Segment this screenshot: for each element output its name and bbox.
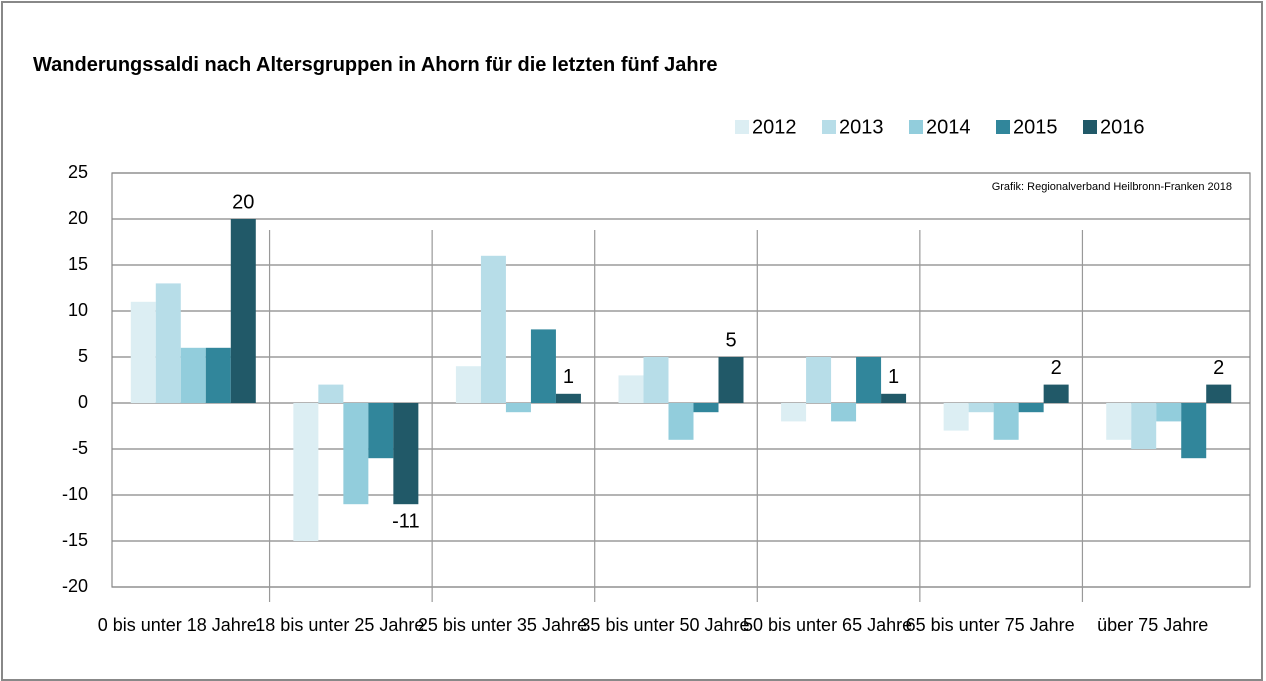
bar [205,347,231,403]
bar [343,403,369,505]
bar [180,347,206,403]
bar [993,403,1019,440]
bar [668,403,694,440]
legend-swatch [996,120,1010,134]
y-tick-label: 10 [68,300,88,320]
legend-label: 2016 [1100,116,1145,138]
bar [1131,403,1157,449]
data-label: 20 [232,191,254,213]
legend-label: 2012 [752,116,797,138]
y-tick-label: -20 [62,576,88,596]
data-label: -11 [392,510,419,532]
bar [943,403,969,431]
bar [856,357,882,403]
data-label: 2 [1051,357,1062,379]
bar [368,403,394,459]
legend-label: 2015 [1013,116,1058,138]
data-label: 2 [1213,357,1224,379]
x-tick-label: 50 bis unter 65 Jahre [743,615,913,635]
y-tick-label: 0 [78,392,88,412]
x-tick-label: 0 bis unter 18 Jahre [97,615,257,635]
bar [718,357,744,403]
y-tick-label: 5 [78,346,88,366]
bar [393,403,419,505]
y-tick-label: -10 [62,484,88,504]
bar [1106,403,1132,440]
plot-frame [111,172,1251,588]
bar [555,393,581,403]
bar [831,403,857,422]
bar [455,366,481,403]
bar [693,403,719,413]
y-tick-label: 15 [68,254,88,274]
annotation: Grafik: Regionalverband Heilbronn-Franke… [992,181,1232,193]
legend-label: 2014 [926,116,971,138]
bar [1043,384,1069,403]
data-label: 5 [725,329,736,351]
bar [1206,384,1232,403]
bar [806,357,832,403]
bar [505,403,531,413]
bar [968,403,994,413]
bar [881,393,907,403]
y-tick-label: -5 [72,438,88,458]
legend-swatch [735,120,749,134]
data-label: 1 [563,366,574,388]
bar [480,255,506,403]
x-tick-label: 18 bis unter 25 Jahre [255,615,425,635]
bar [1181,403,1207,459]
bar [530,329,556,403]
bar [293,403,319,541]
data-label: 1 [888,366,899,388]
bar [1156,403,1182,422]
x-tick-label: 25 bis unter 35 Jahre [417,615,587,635]
chart-title: Wanderungssaldi nach Altersgruppen in Ah… [33,54,718,76]
x-tick-label: 65 bis unter 75 Jahre [905,615,1075,635]
y-tick-label: 20 [68,208,88,228]
bar [318,384,344,403]
bar [130,301,156,403]
bar [230,219,256,403]
x-tick-label: über 75 Jahre [1097,615,1209,635]
bar [643,357,669,403]
x-tick-label: 35 bis unter 50 Jahre [580,615,750,635]
y-tick-label: -15 [62,530,88,550]
legend-swatch [909,120,923,134]
bar [781,403,807,422]
bar [1018,403,1044,413]
bar [155,283,181,403]
legend-swatch [822,120,836,134]
y-tick-label: 25 [68,162,88,182]
legend-label: 2013 [839,116,884,138]
bar [618,375,644,403]
legend-swatch [1083,120,1097,134]
